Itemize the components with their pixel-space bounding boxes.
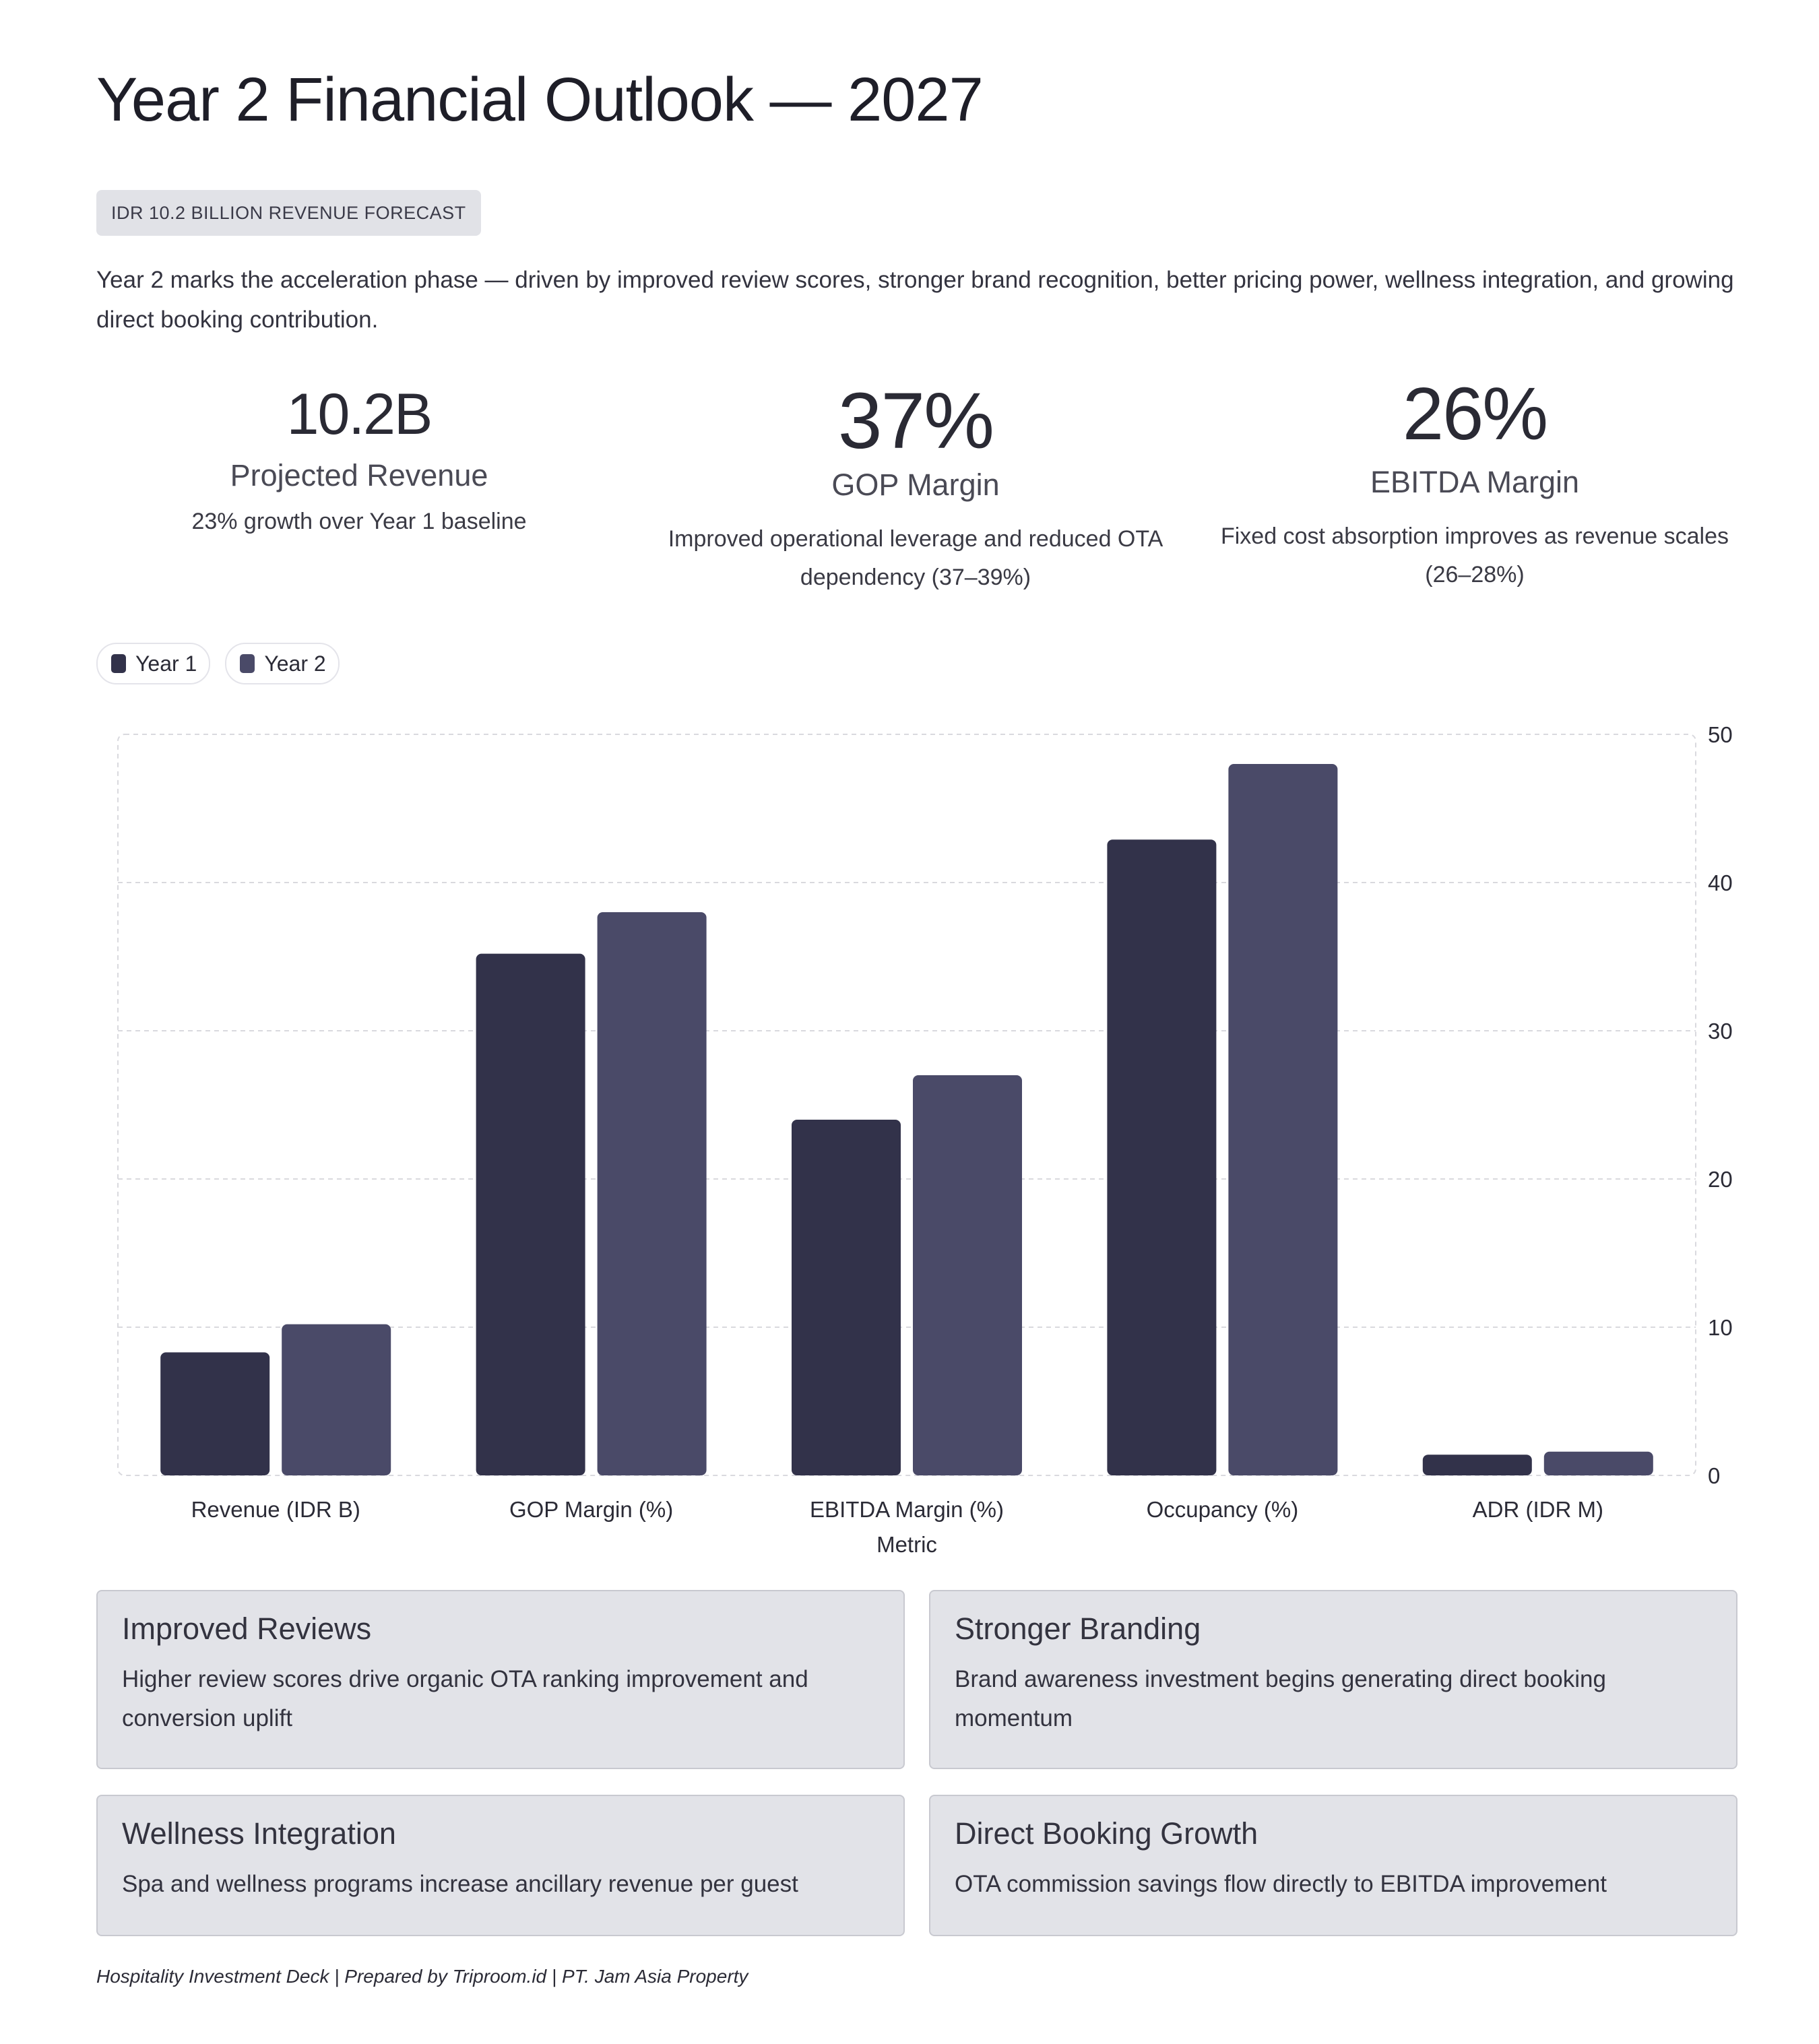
y-tick-label: 40 — [1708, 870, 1733, 895]
bar-year-1 — [160, 1352, 270, 1475]
kpi-value: 26% — [1402, 373, 1548, 455]
kpi-ebitda-margin: 26% EBITDA Margin Fixed cost absorption … — [1212, 377, 1737, 594]
y-tick-label: 50 — [1708, 722, 1733, 747]
bar-year-2 — [1543, 1451, 1653, 1475]
x-tick-label: EBITDA Margin (%) — [810, 1497, 1004, 1522]
card-title: Improved Reviews — [122, 1611, 372, 1646]
card-title: Wellness Integration — [122, 1816, 396, 1851]
card-description: Higher review scores drive organic OTA r… — [122, 1666, 808, 1731]
kpi-subtext: Improved operational leverage and reduce… — [668, 526, 1163, 590]
kpi-value: 37% — [837, 377, 994, 466]
kpi-label: Projected Revenue — [230, 458, 488, 492]
x-axis-title: Metric — [876, 1532, 937, 1557]
forecast-badge: IDR 10.2 BILLION REVENUE FORECAST — [96, 190, 481, 236]
card-description: OTA commission savings flow directly to … — [955, 1871, 1607, 1897]
card-description: Spa and wellness programs increase ancil… — [122, 1871, 798, 1897]
kpi-label: GOP Margin — [831, 468, 1000, 502]
card-title: Stronger Branding — [955, 1611, 1201, 1646]
legend-swatch — [111, 654, 126, 673]
legend-item-year-1[interactable]: Year 1 — [96, 643, 211, 684]
kpi-label: EBITDA Margin — [1370, 465, 1580, 499]
legend-label: Year 1 — [135, 651, 197, 676]
driver-card-improved-reviews: Improved Reviews Higher review scores dr… — [96, 1590, 905, 1769]
legend-item-year-2[interactable]: Year 2 — [225, 643, 340, 684]
bar-year-1 — [1422, 1455, 1532, 1475]
bar-year-1 — [1107, 839, 1217, 1475]
chart-legend: Year 1 Year 2 — [96, 643, 340, 684]
kpi-revenue: 10.2B Projected Revenue 23% growth over … — [96, 377, 622, 541]
y-tick-label: 10 — [1708, 1315, 1733, 1340]
x-tick-label: GOP Margin (%) — [509, 1497, 673, 1522]
bar-year-1 — [792, 1120, 901, 1475]
footer-credit: Hospitality Investment Deck | Prepared b… — [96, 1966, 748, 1987]
bar-year-2 — [913, 1075, 1022, 1475]
bar-year-2 — [597, 912, 707, 1475]
card-description: Brand awareness investment begins genera… — [955, 1666, 1606, 1731]
x-tick-label: ADR (IDR M) — [1473, 1497, 1603, 1522]
bar-year-2 — [1228, 764, 1338, 1475]
driver-card-direct-booking-growth: Direct Booking Growth OTA commission sav… — [929, 1795, 1737, 1936]
intro-text: Year 2 marks the acceleration phase — dr… — [96, 267, 1734, 333]
y-tick-label: 30 — [1708, 1019, 1733, 1044]
plot-frame — [117, 734, 1696, 1476]
legend-label: Year 2 — [264, 651, 326, 676]
kpi-value: 10.2B — [286, 382, 433, 447]
page-title: Year 2 Financial Outlook — 2027 — [96, 65, 984, 134]
driver-card-wellness-integration: Wellness Integration Spa and wellness pr… — [96, 1795, 905, 1936]
bar-year-2 — [282, 1324, 391, 1475]
y-tick-label: 20 — [1708, 1167, 1733, 1192]
bar-year-1 — [476, 953, 585, 1475]
bar-chart-svg: 0 10 20 30 40 50 Revenue (IDR B) GOP Margin (%)… — [117, 722, 1733, 1557]
legend-swatch — [240, 654, 255, 673]
bar-chart: 0 10 20 30 40 50 Revenue (IDR B) GOP Margin (%)… — [96, 714, 1740, 1557]
kpi-subtext: Fixed cost absorption improves as revenu… — [1220, 523, 1729, 587]
kpi-gop-margin: 37% GOP Margin Improved operational leve… — [653, 377, 1178, 597]
x-tick-label: Occupancy (%) — [1147, 1497, 1299, 1522]
card-title: Direct Booking Growth — [955, 1816, 1258, 1851]
kpi-subtext: 23% growth over Year 1 baseline — [191, 509, 527, 534]
y-tick-label: 0 — [1708, 1463, 1720, 1488]
x-tick-label: Revenue (IDR B) — [191, 1497, 360, 1522]
driver-card-stronger-branding: Stronger Branding Brand awareness invest… — [929, 1590, 1737, 1769]
